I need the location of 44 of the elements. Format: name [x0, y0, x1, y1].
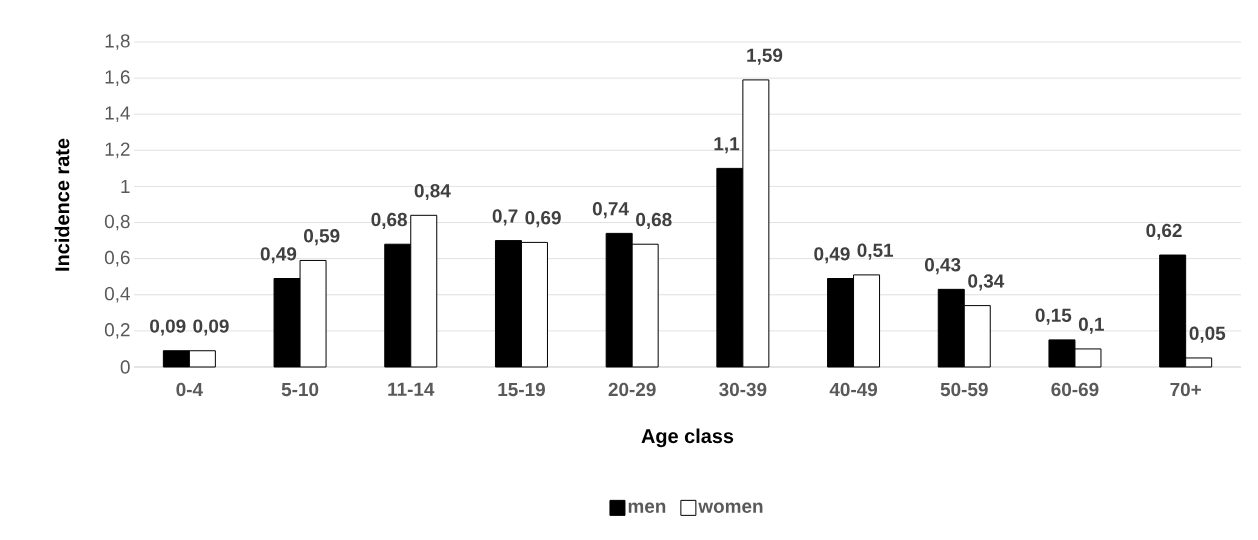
data-label: 0,34: [968, 274, 1005, 291]
x-tick-label: 5-10: [281, 382, 319, 397]
data-label: 0,68: [371, 212, 407, 229]
data-label: 0,51: [857, 243, 894, 260]
legend-label: women: [698, 502, 763, 513]
legend-label: men: [628, 502, 666, 513]
data-label: 0,59: [304, 229, 340, 246]
y-tick-label: 0: [120, 360, 130, 374]
data-label: 0,49: [814, 247, 850, 264]
x-tick-label: 60-69: [1051, 382, 1099, 397]
x-axis-title: Age class: [641, 428, 734, 448]
x-tick-label: 50-59: [940, 382, 988, 397]
data-label: 0,15: [1035, 308, 1072, 325]
x-tick-label: 20-29: [608, 382, 656, 397]
data-label: 0,43: [924, 258, 961, 275]
data-label: 0,09: [150, 319, 186, 336]
data-label: 0,84: [414, 183, 451, 201]
x-tick-label: 15-19: [498, 382, 545, 397]
y-tick-label: 0,8: [104, 214, 130, 231]
y-tick-label: 0,6: [104, 250, 130, 267]
y-tick-label: 1,2: [105, 142, 130, 159]
data-label: 0,49: [260, 247, 297, 264]
data-label: 1,59: [747, 48, 783, 65]
x-tick-label: 11-14: [388, 382, 435, 396]
data-label: 0,05: [1189, 326, 1226, 343]
data-label: 0,09: [193, 319, 229, 336]
x-tick-label: 40-49: [829, 382, 878, 397]
data-label: 0,1: [1078, 317, 1104, 334]
data-label: 1,1: [714, 137, 740, 154]
y-tick-label: 0,2: [104, 323, 130, 339]
x-tick-label: 70+: [1170, 382, 1201, 397]
y-tick-label: 1,6: [105, 70, 130, 86]
x-tick-label: 0-4: [176, 382, 203, 397]
data-label: 0,68: [636, 212, 672, 229]
data-label: 0,62: [1146, 223, 1182, 240]
y-tick-label: 1: [121, 179, 130, 193]
y-tick-label: 1,8: [105, 34, 130, 50]
data-label: 0,74: [592, 202, 629, 219]
y-axis-title: Incidence rate: [54, 138, 70, 271]
data-label: 0,69: [525, 211, 561, 228]
x-tick-label: 30-39: [719, 382, 767, 397]
y-tick-label: 1,4: [105, 106, 130, 122]
y-tick-label: 0,4: [104, 286, 130, 303]
data-label: 0,7: [492, 209, 518, 226]
